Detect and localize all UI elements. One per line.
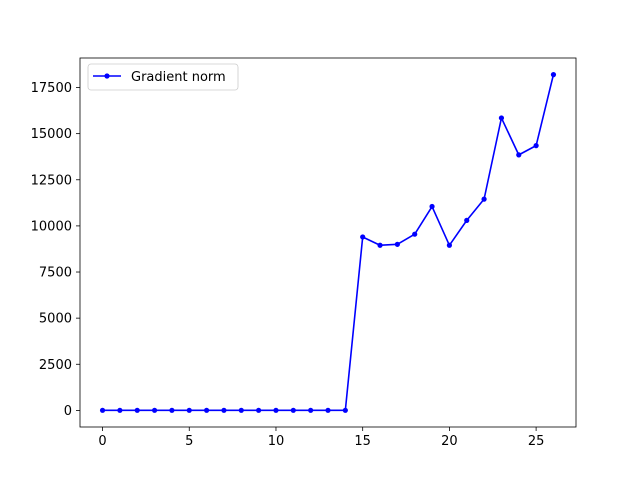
- data-point: [360, 234, 366, 240]
- y-axis: 0 2500 5000 7500 10000 12500 15000 17500: [31, 81, 80, 419]
- data-point: [533, 143, 539, 149]
- x-axis: 0 5 10 15 20 25: [98, 427, 544, 449]
- data-point: [342, 407, 348, 413]
- y-tick-label: 0: [64, 404, 72, 419]
- data-point: [498, 115, 505, 121]
- data-point: [151, 407, 158, 413]
- data-point: [99, 407, 106, 413]
- y-tick-label: 7500: [39, 266, 72, 281]
- data-point: [273, 407, 279, 413]
- data-point: [204, 407, 210, 413]
- data-point: [412, 231, 418, 237]
- data-point: [550, 72, 557, 78]
- data-point: [516, 152, 522, 158]
- data-point: [238, 407, 244, 413]
- data-point: [308, 407, 314, 413]
- legend-label: Gradient norm: [131, 70, 226, 85]
- data-point: [169, 407, 175, 413]
- y-tick-label: 12500: [31, 173, 72, 188]
- series-points: [99, 72, 557, 413]
- data-point: [290, 407, 296, 413]
- x-tick-label: 15: [354, 434, 371, 449]
- data-point: [464, 217, 470, 223]
- data-point: [117, 407, 123, 413]
- x-tick-label: 10: [268, 434, 285, 449]
- y-tick-label: 17500: [31, 81, 72, 96]
- data-point: [446, 242, 452, 248]
- legend-box: [87, 63, 239, 91]
- data-point: [134, 407, 140, 413]
- legend: Gradient norm: [87, 63, 239, 91]
- y-tick-label: 10000: [31, 219, 72, 234]
- data-point: [325, 407, 331, 413]
- data-point: [256, 407, 262, 413]
- plot-frame: [79, 57, 577, 428]
- data-point: [377, 242, 383, 248]
- data-point: [481, 196, 487, 202]
- data-point: [221, 407, 227, 413]
- x-tick-label: 20: [441, 434, 458, 449]
- x-tick-label: 25: [528, 434, 545, 449]
- y-tick-label: 15000: [31, 127, 72, 142]
- y-tick-label: 5000: [39, 312, 72, 327]
- data-point: [394, 241, 400, 247]
- legend-marker-swatch: [104, 73, 110, 79]
- y-tick-label: 2500: [39, 358, 72, 373]
- x-tick-label: 0: [98, 434, 106, 449]
- data-point: [429, 203, 435, 210]
- x-tick-label: 5: [185, 434, 193, 449]
- data-point: [186, 407, 192, 413]
